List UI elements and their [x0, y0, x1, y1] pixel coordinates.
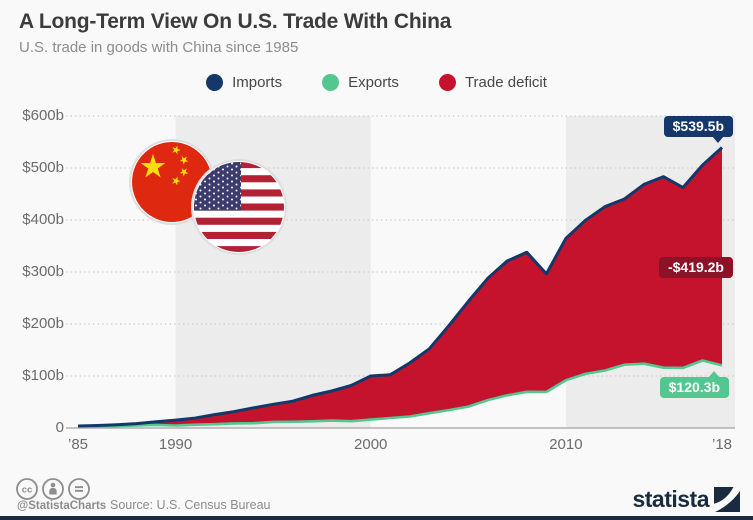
y-axis-label: $300b	[22, 263, 64, 280]
x-axis-label: ’18	[711, 436, 733, 453]
flags-illustration	[129, 139, 287, 255]
x-axis-label: 1990	[158, 436, 193, 453]
y-axis-label: $400b	[22, 211, 64, 228]
imports-line	[77, 146, 724, 428]
cc-license-icons: cc	[16, 478, 90, 500]
y-axis-label: $200b	[22, 315, 64, 332]
legend-label: Imports	[232, 74, 283, 91]
y-axis-label: $600b	[22, 107, 64, 124]
y-axis-label: $100b	[22, 367, 64, 384]
cc-icon	[16, 478, 38, 500]
legend: Imports Exports Trade deficit	[0, 74, 753, 91]
statista-logo-text: statista	[632, 486, 709, 512]
statista-logo-mark-icon	[714, 487, 740, 512]
trade-deficit-value-badge: -$419.2b	[658, 257, 733, 278]
bottom-accent-bar	[0, 516, 753, 520]
exports-value-badge: $120.3b	[659, 371, 729, 398]
imports-dot-icon	[206, 74, 224, 91]
y-axis-label: 0	[55, 419, 64, 436]
page-title: A Long-Term View On U.S. Trade With Chin…	[19, 10, 452, 33]
source-credit: Source: U.S. Census Bureau	[110, 498, 271, 512]
svg-text:cc: cc	[22, 485, 33, 496]
y-axis-label: $500b	[22, 159, 64, 176]
statista-charts-handle: @StatistaCharts	[17, 500, 107, 512]
legend-item-exports: Exports	[322, 74, 399, 91]
no-derivatives-icon	[68, 478, 90, 500]
us-flag-icon	[191, 159, 287, 255]
x-axis-label: 2010	[549, 436, 583, 453]
trade-deficit-dot-icon	[438, 74, 456, 91]
page-subtitle: U.S. trade in goods with China since 198…	[19, 39, 299, 56]
trade-deficit-area	[78, 147, 722, 427]
exports-dot-icon	[322, 74, 340, 91]
legend-item-trade-deficit: Trade deficit	[438, 74, 547, 91]
statista-logo: statista	[632, 486, 740, 513]
imports-value-badge: $539.5b	[663, 116, 733, 143]
legend-label: Trade deficit	[464, 74, 547, 91]
attribution-icon	[42, 478, 64, 500]
x-axis-label: 2000	[354, 436, 388, 453]
legend-item-imports: Imports	[206, 74, 282, 91]
exports-line	[77, 359, 723, 428]
legend-label: Exports	[348, 74, 399, 91]
x-axis-label: ’85	[67, 436, 89, 453]
